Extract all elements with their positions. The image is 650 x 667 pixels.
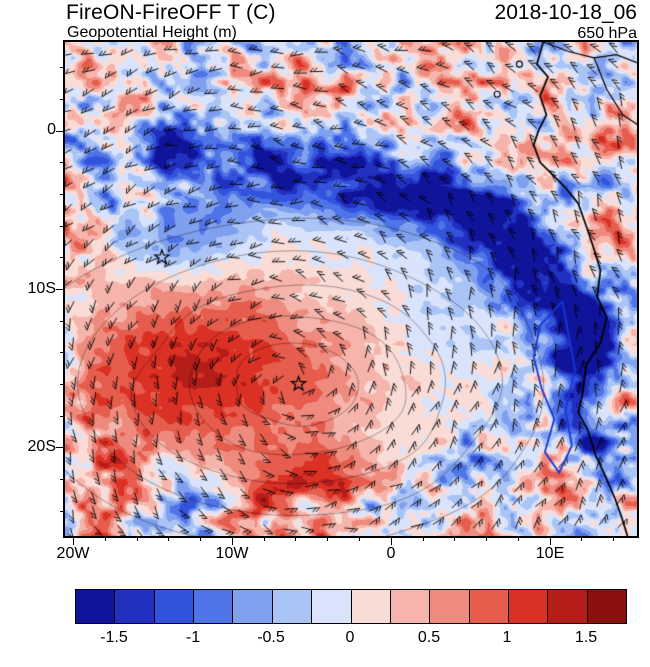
axis-tick <box>391 537 392 545</box>
axis-tick <box>60 99 65 100</box>
axis-tick <box>264 537 265 541</box>
subtitle: Geopotential Height (m) <box>67 24 237 41</box>
axis-tick <box>581 537 582 541</box>
colorbar-cell <box>194 590 234 623</box>
x-tick-label-0: 0 <box>386 545 396 562</box>
axis-tick <box>60 194 65 195</box>
axis-tick <box>60 162 65 163</box>
axis-tick <box>60 511 65 512</box>
colorbar-cell <box>115 590 155 623</box>
axis-tick <box>60 384 65 385</box>
axis-tick <box>105 537 106 541</box>
axis-tick <box>613 537 614 541</box>
colorbar-label-2: -0.5 <box>257 629 285 646</box>
axis-tick <box>56 447 65 448</box>
colorbar <box>75 589 627 624</box>
axis-tick <box>56 289 65 290</box>
colorbar-cell <box>548 590 588 623</box>
colorbar-cell <box>508 590 549 623</box>
x-tick-label-10w: 10W <box>215 545 249 562</box>
axis-tick <box>60 352 65 353</box>
x-tick-label-10e: 10E <box>535 545 565 562</box>
colorbar-label-1: -1 <box>185 629 201 646</box>
colorbar-cell <box>469 590 509 623</box>
colorbar-cell <box>233 590 273 623</box>
colorbar-label-5: 1 <box>502 629 512 646</box>
axis-tick <box>327 537 328 541</box>
axis-tick <box>518 537 519 541</box>
axis-tick <box>60 479 65 480</box>
x-tick-label-20w: 20W <box>56 545 90 562</box>
pressure-level-label: 650 hPa <box>577 25 637 42</box>
colorbar-label-4: 0.5 <box>417 629 441 646</box>
map-frame <box>63 40 639 538</box>
colorbar-label-3: 0 <box>345 629 355 646</box>
axis-tick <box>295 537 296 541</box>
axis-tick <box>60 67 65 68</box>
y-tick-label-10s: 10S <box>27 280 56 297</box>
axis-tick <box>60 321 65 322</box>
colorbar-cell <box>390 590 431 623</box>
map-canvas <box>65 42 637 536</box>
colorbar-cell <box>312 590 352 623</box>
colorbar-label-6: 1.5 <box>574 629 598 646</box>
colorbar-cell <box>272 590 313 623</box>
page-title: FireON-FireOFF T (C) <box>66 1 276 24</box>
colorbar-cell <box>351 590 391 623</box>
axis-tick <box>486 537 487 541</box>
axis-tick <box>168 537 169 541</box>
axis-tick <box>137 537 138 541</box>
axis-tick <box>60 416 65 417</box>
colorbar-cell <box>430 590 470 623</box>
axis-tick <box>454 537 455 541</box>
colorbar-cell <box>587 590 627 623</box>
axis-tick <box>359 537 360 541</box>
y-tick-label-0: 0 <box>47 121 56 138</box>
axis-tick <box>60 226 65 227</box>
axis-tick <box>423 537 424 541</box>
datetime-label: 2018-10-18_06 <box>494 1 637 24</box>
axis-tick <box>550 537 551 545</box>
axis-tick <box>232 537 233 545</box>
axis-tick <box>60 257 65 258</box>
colorbar-label-0: -1.5 <box>100 629 128 646</box>
colorbar-cell <box>76 590 116 623</box>
axis-tick <box>73 537 74 545</box>
colorbar-cell <box>154 590 195 623</box>
y-tick-label-20s: 20S <box>27 438 56 455</box>
axis-tick <box>200 537 201 541</box>
axis-tick <box>56 131 65 132</box>
